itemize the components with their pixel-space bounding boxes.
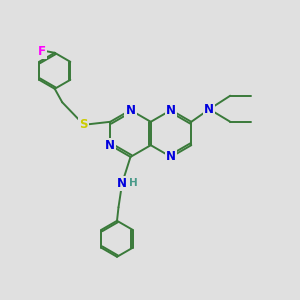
Text: N: N xyxy=(117,177,127,190)
Text: S: S xyxy=(80,118,88,131)
Text: F: F xyxy=(38,45,46,58)
Text: H: H xyxy=(129,178,138,188)
Text: N: N xyxy=(166,103,176,117)
Text: N: N xyxy=(166,150,176,164)
Text: N: N xyxy=(105,139,115,152)
Text: N: N xyxy=(125,103,136,117)
Text: N: N xyxy=(204,103,214,116)
